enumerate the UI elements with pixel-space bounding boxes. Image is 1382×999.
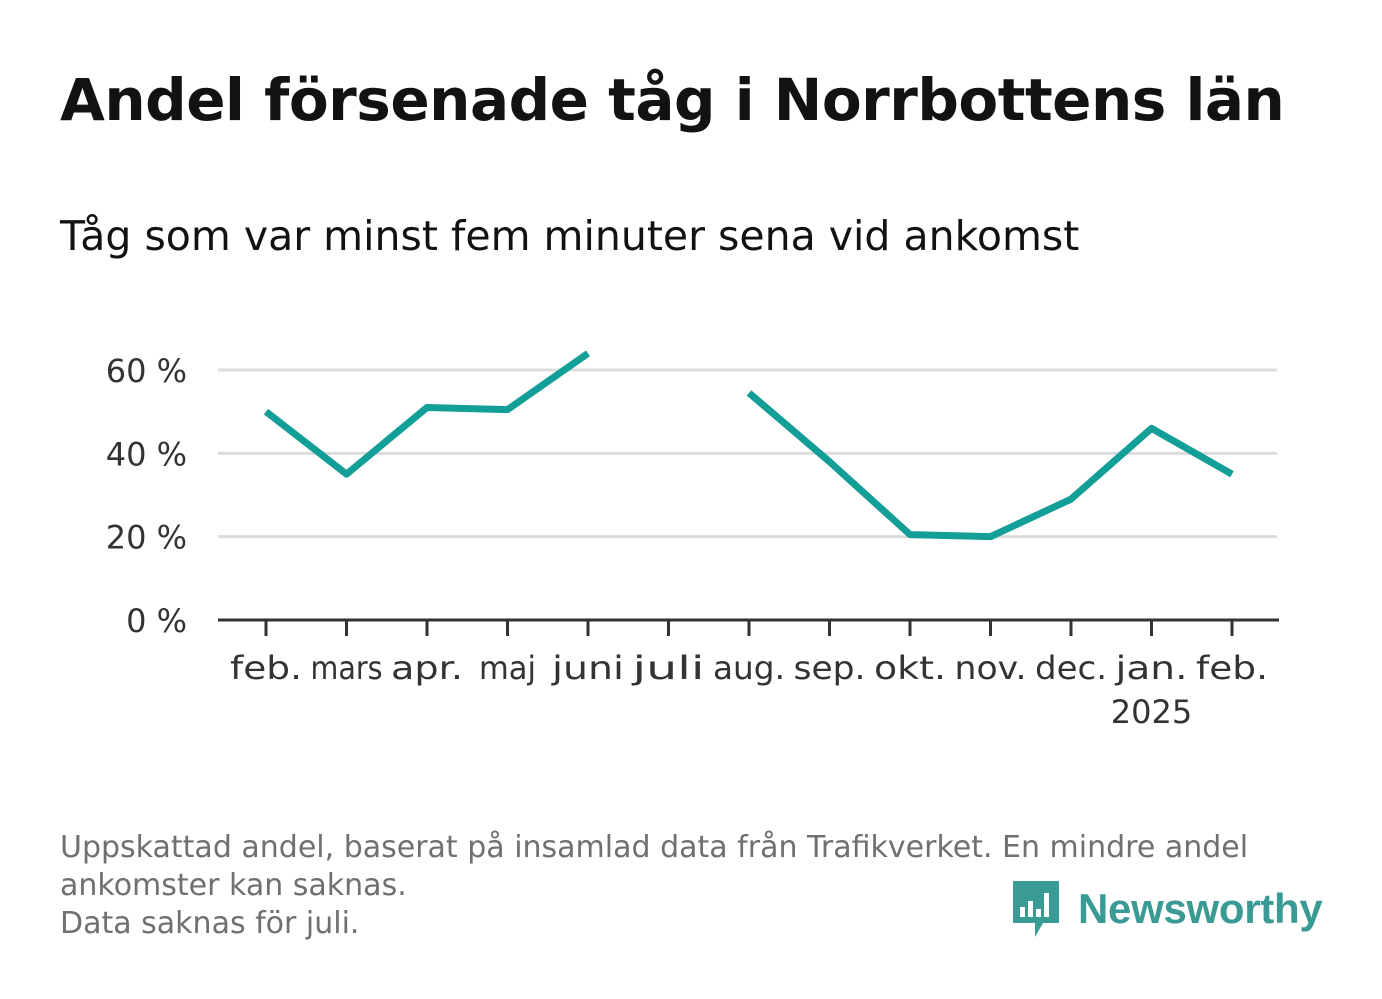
chart-title: Andel försenade tåg i Norrbottens län: [60, 66, 1285, 134]
x-tick-label: dec.: [1035, 649, 1107, 687]
series-lines: [263, 350, 1234, 541]
newsworthy-chart-icon: [1013, 881, 1059, 937]
y-axis-tick-labels: 0 % 20 % 40 % 60 %: [106, 352, 187, 640]
x-axis-tick-labels: feb. mars apr. maj juni juli aug. sep. okt. nov. d…: [230, 649, 1268, 731]
footer-note-source: Uppskattad andel, baserat på insamlad da…: [60, 830, 1249, 903]
logo-wordmark: Newsworthy: [1078, 885, 1323, 932]
x-tick-label: mars: [311, 649, 383, 687]
y-tick-label: 60 %: [106, 352, 187, 390]
x-tick-year-label: 2025: [1111, 693, 1192, 731]
x-tick-label: juli: [631, 649, 705, 687]
x-tick-label: maj: [479, 649, 536, 687]
grid-lines: [218, 368, 1277, 539]
x-tick-label: sep.: [794, 649, 866, 687]
x-axis: [218, 618, 1279, 636]
x-tick-label: okt.: [874, 649, 946, 687]
footer-notes: Uppskattad andel, baserat på insamlad da…: [60, 829, 1310, 943]
x-tick-label: feb.: [1196, 649, 1268, 687]
x-tick-label: nov.: [955, 649, 1027, 687]
series-line-segment-2: [746, 390, 1234, 541]
y-tick-label: 0 %: [126, 602, 187, 640]
line-chart: 0 %20 %40 %60 % feb. mars apr. maj juni juli a…: [106, 350, 1279, 731]
x-tick-label: jan.: [1114, 649, 1187, 687]
x-tick-label: juni: [551, 649, 624, 687]
newsworthy-logo: Newsworthy: [1011, 879, 1323, 939]
series-line-segment-1: [263, 350, 591, 478]
x-tick-label: apr.: [391, 649, 463, 687]
footer-note-missing: Data saknas för juli.: [60, 906, 360, 941]
x-tick-label: feb.: [230, 649, 302, 687]
y-tick-label: 20 %: [106, 519, 187, 557]
y-tick-label: 40 %: [106, 435, 187, 473]
chart-subtitle: Tåg som var minst fem minuter sena vid a…: [60, 212, 1080, 260]
x-tick-label: aug.: [713, 649, 785, 687]
